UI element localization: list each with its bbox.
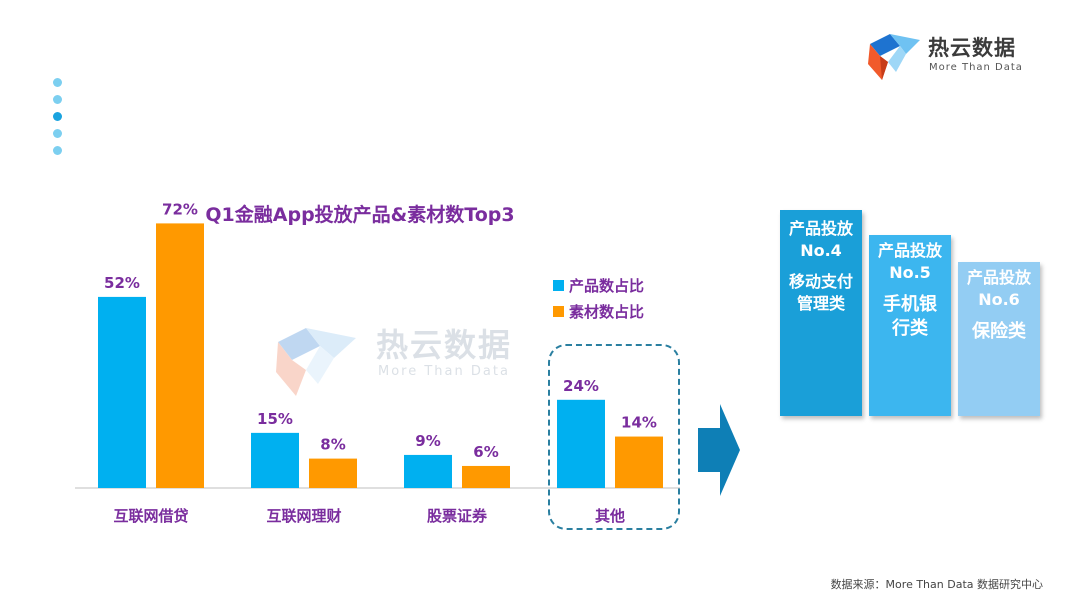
brand-tagline: More Than Data <box>929 62 1023 73</box>
page-dot <box>53 78 62 87</box>
bar-value-label: 8% <box>320 436 345 454</box>
bar-materials <box>309 458 357 488</box>
watermark: 热云数据 More Than Data <box>272 320 532 400</box>
rank-label: 产品投放 <box>877 241 942 260</box>
category-label: 其他 <box>595 507 625 525</box>
brand-logo: 热云数据 More Than Data <box>866 28 1036 84</box>
rank-label: 产品投放 <box>788 219 853 238</box>
source-note: 数据来源：More Than Data 数据研究中心 <box>830 578 1043 591</box>
bar-products <box>404 454 452 488</box>
brand-name: 热云数据 <box>928 36 1016 60</box>
page-dot <box>53 129 62 138</box>
category-label: 互联网借贷 <box>113 507 188 525</box>
bar-materials <box>615 436 663 488</box>
rank-category-line: 管理类 <box>796 293 845 313</box>
page-dot <box>53 146 62 155</box>
rank-box-no4: 产品投放 No.4 移动支付 管理类 <box>780 210 862 416</box>
bar-products <box>557 399 605 488</box>
bar-materials <box>462 465 510 488</box>
watermark-tagline: More Than Data <box>378 364 510 379</box>
right-arrow-icon <box>698 404 740 496</box>
category-label: 股票证券 <box>427 507 488 525</box>
legend-label-materials: 素材数占比 <box>569 302 645 321</box>
bar-materials <box>156 223 204 488</box>
rank-category-line: 行类 <box>892 318 928 340</box>
rank-number: No.4 <box>800 240 842 260</box>
watermark-name: 热云数据 <box>376 326 513 364</box>
rank-label: 产品投放 <box>966 268 1031 287</box>
rank-number: No.6 <box>978 289 1020 309</box>
bar-value-label: 9% <box>415 432 440 450</box>
brand-logo-icon <box>868 34 920 80</box>
chart-legend: 产品数占比 素材数占比 <box>553 272 644 324</box>
page-dot-active <box>53 112 62 121</box>
rank-box-no6: 产品投放 No.6 保险类 <box>958 262 1040 416</box>
bar-products <box>251 432 299 488</box>
legend-item-products: 产品数占比 <box>553 272 644 298</box>
page-indicator-dots <box>53 78 62 163</box>
highlight-box-other <box>548 344 680 530</box>
rank-box-no5: 产品投放 No.5 手机银 行类 <box>869 235 951 416</box>
page-dot <box>53 95 62 104</box>
bar-value-label: 52% <box>104 274 140 292</box>
rank-category-line: 保险类 <box>972 321 1026 343</box>
rank-category-line: 手机银 <box>883 294 937 316</box>
rank-number: No.5 <box>889 262 931 282</box>
chart-title: Q1金融App投放产品&素材数Top3 <box>205 204 515 226</box>
bar-chart: 52% 72% 互联网借贷 15% 8% 互联网理财 9% 6% 股票证券 24% 14% 其他 <box>75 200 680 525</box>
bar-value-label: 15% <box>257 410 293 428</box>
watermark-logo-icon <box>276 328 356 396</box>
bar-value-label: 24% <box>563 377 599 395</box>
bar-value-label: 6% <box>473 443 498 461</box>
legend-item-materials: 素材数占比 <box>553 298 644 324</box>
bar-products <box>98 296 146 488</box>
bar-value-label: 14% <box>621 414 657 432</box>
category-label: 互联网理财 <box>266 507 341 525</box>
bar-value-label: 72% <box>162 200 198 218</box>
legend-swatch-products <box>553 279 564 291</box>
rank-category-line: 移动支付 <box>788 272 853 292</box>
legend-label-products: 产品数占比 <box>569 276 645 295</box>
legend-swatch-materials <box>553 305 564 317</box>
